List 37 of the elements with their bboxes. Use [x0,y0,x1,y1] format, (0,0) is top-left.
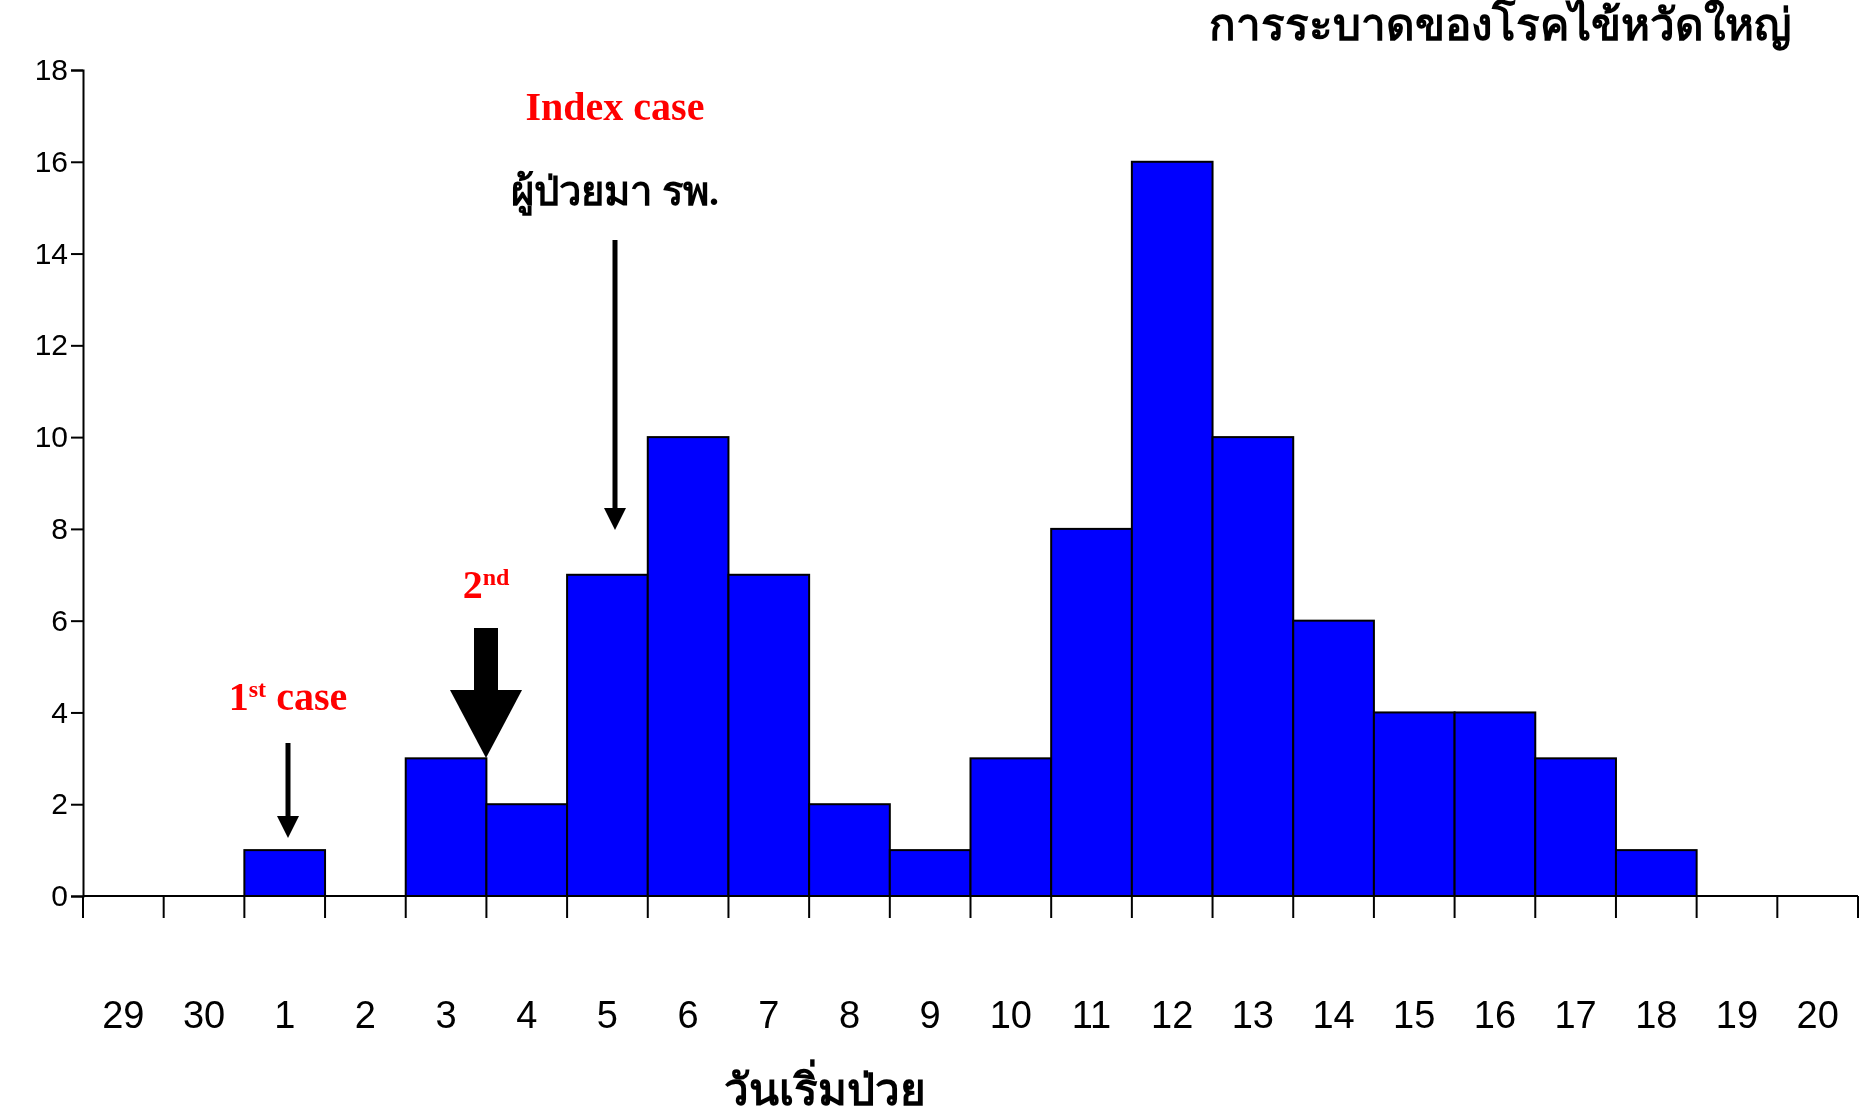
x-tick-label: 3 [435,994,457,1036]
annotation: 2$^{nd}$ [462,562,510,607]
y-tick-label: 16 [34,144,68,178]
x-tick-label: 18 [1635,994,1678,1036]
x-tick-label: 19 [1715,994,1759,1036]
y-tick-label: 12 [34,328,68,362]
y-tick-label: 6 [51,603,68,637]
annotation: ผู้ป่วยมา รพ. [511,169,719,216]
annotation: Index case [525,84,705,129]
x-tick-label: 2 [354,994,376,1036]
x-tick-label: 8 [838,994,861,1036]
x-tick-label: 11 [1071,994,1112,1036]
y-tick-label: 18 [34,53,68,87]
x-tick-label: 30 [182,994,226,1036]
x-tick-label: 12 [1151,994,1194,1036]
y-tick-label: 14 [34,236,68,270]
x-tick-label: 15 [1393,994,1436,1036]
y-tick-label: 4 [51,695,68,729]
x-tick-label: 20 [1796,994,1839,1036]
y-tick-label: 8 [51,511,68,545]
x-tick-label: 4 [516,994,538,1036]
y-tick-label: 10 [34,420,68,454]
x-tick-label: 13 [1231,994,1275,1036]
y-tick-label: 0 [51,879,68,913]
x-tick-label: 16 [1473,994,1517,1036]
annotation: 1$^{st}$ case [228,674,348,719]
x-tick-label: 5 [596,994,618,1036]
x-tick-label: 1 [274,994,296,1036]
x-tick-label: 14 [1312,994,1355,1036]
x-tick-label: 7 [758,994,780,1036]
x-tick-label: 6 [677,994,699,1036]
x-axis-title: วันเริ่มป่วย [724,1059,926,1115]
x-tick-label: 9 [919,994,941,1036]
x-tick-label: 29 [102,994,145,1036]
x-tick-label: 10 [989,994,1032,1036]
x-tick-label: 17 [1554,994,1597,1036]
y-tick-label: 2 [51,787,68,821]
